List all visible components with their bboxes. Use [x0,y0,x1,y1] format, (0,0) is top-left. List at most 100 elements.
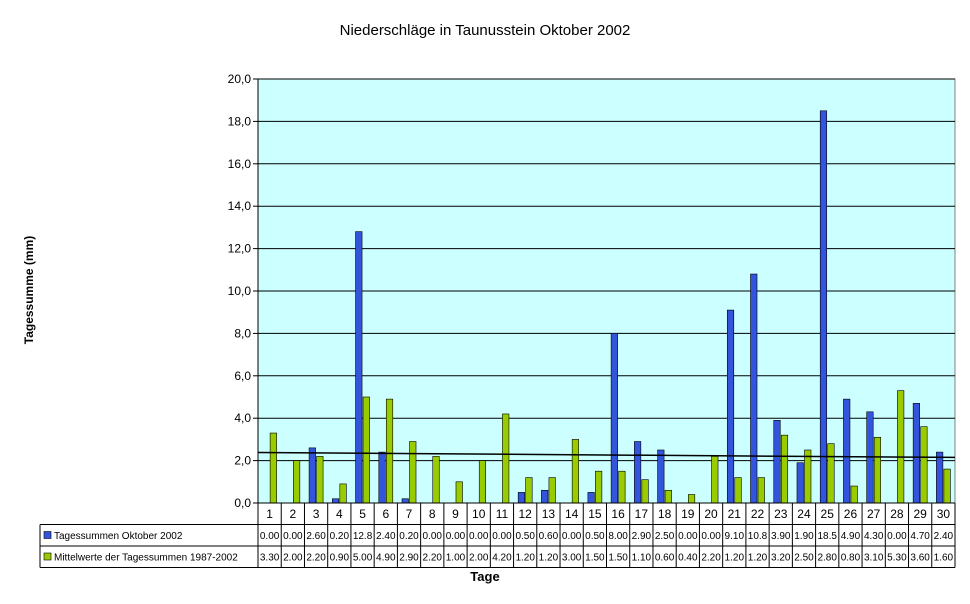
table-cell: 4.90 [841,531,861,542]
legend-swatch [43,531,52,539]
x-tick-label: 2 [290,507,297,521]
x-tick-label: 5 [359,507,366,521]
bar-series-1 [401,498,409,504]
bar-series-1 [936,451,944,504]
x-tick-label: 8 [429,507,436,521]
bar-series-2 [897,390,905,504]
bar-series-2 [432,456,440,504]
table-cell: 0.00 [701,531,721,542]
bar-series-2 [920,426,928,504]
x-tick-label: 22 [751,507,765,521]
y-tick-label: 18,0 [228,114,252,128]
table-cell: 2.50 [655,531,675,542]
table-cell: 0.60 [655,553,675,564]
x-tick-label: 12 [519,507,533,521]
x-tick-label: 4 [336,507,343,521]
table-cell: 0.00 [492,531,512,542]
table-cell: 1.50 [585,553,605,564]
x-tick-label: 10 [472,507,486,521]
bar-series-2 [548,477,556,504]
x-tick-label: 24 [797,507,811,521]
bar-series-2 [293,460,301,504]
x-axis-label: Tage [470,569,500,584]
bar-series-2 [478,460,487,504]
bar-series-2 [502,413,510,504]
table-cell: 3.20 [771,553,791,564]
x-tick-label: 17 [635,507,649,521]
y-tick-label: 6,0 [234,369,251,383]
bar-series-2 [362,396,370,504]
bar-series-1 [610,333,618,504]
bar-series-2 [385,398,394,504]
bar-series-1 [332,498,340,504]
bar-series-1 [355,231,363,504]
bar-series-1 [657,449,665,504]
x-tick-label: 11 [496,507,509,521]
trendline [257,451,956,459]
bar-series-2 [339,483,347,504]
table-cell: 0.00 [260,531,280,542]
table-cell: 2.20 [306,553,326,564]
bar-series-1 [796,462,804,504]
table-cell: 1.20 [539,553,559,564]
y-tick-label: 14,0 [228,199,252,213]
x-tick-label: 25 [821,507,835,521]
legend-swatch [43,552,52,561]
bar-series-1 [726,309,735,504]
table-cell: 3.10 [864,553,884,564]
x-tick-label: 6 [382,507,389,521]
x-tick-label: 23 [774,507,788,521]
table-cell: 5.30 [887,553,907,564]
x-tick-label: 21 [728,507,742,521]
table-cell: 0.20 [399,531,419,542]
table-cell: 1.50 [608,553,628,564]
bar-series-2 [873,436,881,504]
bar-series-1 [517,492,525,504]
table-cell: 2.40 [376,531,396,542]
table-cell: 1.20 [725,553,745,564]
x-tick-label: 26 [844,507,858,521]
y-tick-label: 4,0 [234,411,251,425]
bar-series-1 [634,441,642,504]
table-cell: 0.80 [841,553,861,564]
table-cell: 4.30 [864,531,884,542]
bar-series-2 [688,494,696,504]
bar-series-2 [804,449,812,504]
table-cell: 0.00 [562,531,582,542]
table-cell: 9.10 [725,531,745,542]
bar-series-2 [711,456,719,504]
bar-series-1 [843,398,851,504]
x-tick-label: 1 [266,507,273,521]
bar-series-1 [541,489,549,504]
bar-series-1 [378,451,386,504]
table-cell: 3.60 [910,553,930,564]
table-cell: 4.70 [910,531,930,542]
bar-series-2 [780,434,789,504]
table-cell: 18.5 [817,531,837,542]
table-cell: 10.8 [748,531,768,542]
x-tick-label: 9 [452,507,459,521]
table-cell: 3.30 [260,553,280,564]
y-tick-label: 12,0 [228,242,252,256]
bar-series-2 [595,470,603,504]
legend-label: Mittelwerte der Tagessummen 1987-2002 [54,553,238,564]
bar-series-2 [757,477,765,504]
bar-series-1 [773,420,781,504]
x-tick-label: 3 [313,507,320,521]
table-cell: 0.00 [469,531,489,542]
table-cell: 0.60 [539,531,559,542]
x-tick-label: 20 [704,507,718,521]
bar-series-2 [525,477,533,504]
table-cell: 2.90 [399,553,419,564]
table-cell: 1.10 [632,553,652,564]
table-cell: 2.40 [934,531,954,542]
table-cell: 2.50 [794,553,814,564]
legend-label: Tagessummen Oktober 2002 [54,531,183,542]
x-tick-label: 13 [542,507,556,521]
x-tick-label: 27 [867,507,881,521]
table-cell: 2.20 [423,553,443,564]
table-cell: 1.90 [794,531,814,542]
table-cell: 0.00 [887,531,907,542]
bar-series-2 [269,432,277,504]
